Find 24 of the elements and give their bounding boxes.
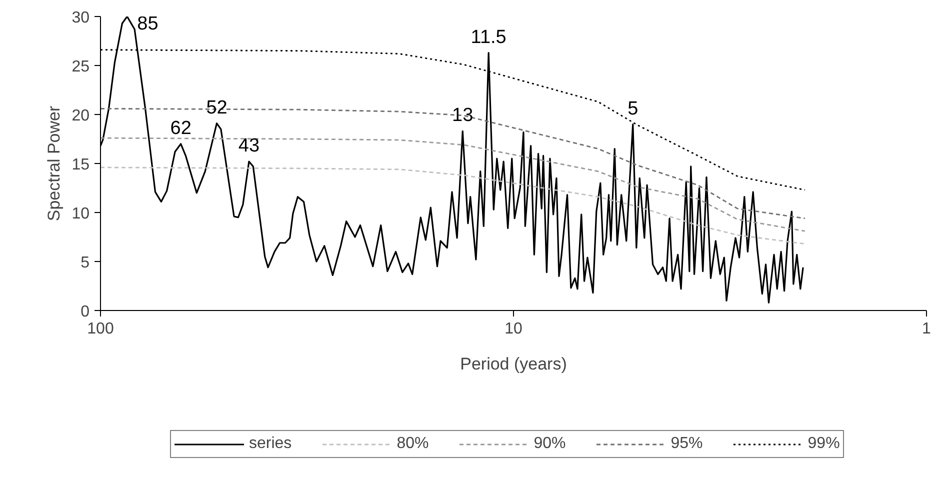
y-tick-label: 0: [80, 304, 90, 320]
annotation: 5: [628, 98, 638, 120]
annotation: 11.5: [470, 26, 506, 48]
annotation: 62: [170, 118, 192, 139]
x-tick-label: 100: [87, 320, 114, 338]
legend-label: 80%: [396, 435, 429, 453]
y-tick-label: 30: [72, 10, 90, 26]
y-tick-label: 15: [72, 156, 90, 174]
annotation: 52: [206, 97, 228, 118]
x-tick-label: 1: [922, 320, 932, 338]
y-tick-label: 10: [72, 206, 90, 222]
annotation: 43: [238, 136, 260, 157]
y-tick-label: 5: [80, 254, 90, 272]
legend-label: 99%: [808, 435, 840, 453]
annotation: 13: [452, 105, 474, 126]
legend-label: 90%: [534, 435, 566, 453]
y-tick-label: 20: [72, 108, 90, 124]
x-axis-title: Period (years): [460, 354, 567, 374]
legend-label: series: [249, 435, 292, 453]
x-tick-label: 10: [504, 320, 522, 338]
y-tick-label: 25: [72, 58, 90, 76]
legend-label: 95%: [670, 435, 703, 453]
annotation: 85: [137, 14, 158, 34]
y-axis-title: Spectral Power: [44, 106, 64, 222]
